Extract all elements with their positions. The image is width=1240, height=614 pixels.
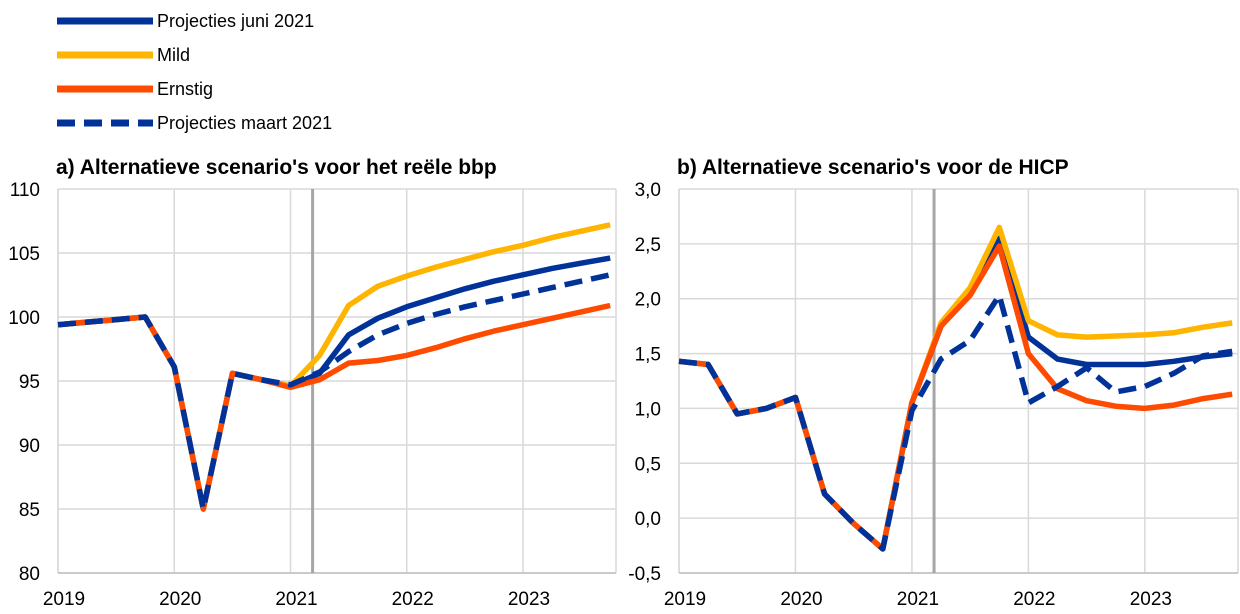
y-tick-label: 2,0 (635, 290, 661, 311)
series-line-mild-hicp (678, 224, 1233, 552)
legend-label: Mild (157, 44, 191, 65)
x-tick-label: 2023 (1130, 589, 1172, 610)
legend-item-june: Projecties juni 2021 (55, 4, 332, 38)
y-tick-label: 105 (8, 244, 40, 265)
y-tick-label: 1,5 (635, 345, 661, 366)
x-tick-label: 2023 (508, 589, 550, 610)
legend-swatch-mild (57, 51, 153, 59)
y-tick-label: 110 (10, 180, 40, 201)
y-tick-label: 1,0 (635, 399, 661, 420)
x-tick-label: 2022 (1013, 589, 1055, 610)
chart-title-gdp: a) Alternatieve scenario's voor het reël… (56, 156, 497, 179)
series-line-mild-gdp (57, 222, 611, 512)
series-line-june-hicp (678, 235, 1233, 552)
y-tick-label: 0,0 (635, 509, 661, 530)
legend-swatch-june (57, 17, 153, 25)
x-tick-label: 2021 (275, 589, 317, 610)
series-line-severe-gdp (57, 302, 611, 512)
series-line-march-hicp (678, 292, 1233, 552)
chart-title-hicp: b) Alternatieve scenario's voor de HICP (677, 156, 1069, 179)
y-tick-label: 0,5 (635, 454, 661, 475)
legend-label: Ernstig (157, 78, 214, 99)
x-tick-label: 2019 (664, 589, 706, 610)
legend: Projecties juni 2021 Mild Ernstig Projec… (55, 4, 332, 140)
y-tick-label: 3,0 (635, 180, 661, 201)
legend-item-march: Projecties maart 2021 (55, 106, 332, 140)
legend-item-severe: Ernstig (55, 72, 332, 106)
y-tick-label: 100 (8, 308, 40, 329)
x-tick-label: 2022 (392, 589, 434, 610)
y-tick-label: 85 (19, 500, 40, 521)
y-tick-label: -0,5 (628, 564, 661, 585)
series-line-march-gdp (57, 272, 611, 512)
y-tick-label: 80 (19, 564, 40, 585)
series-line-severe-hicp (678, 243, 1233, 552)
x-tick-label: 2020 (780, 589, 822, 610)
legend-label: Projecties juni 2021 (157, 10, 315, 31)
legend-swatch-severe (57, 85, 153, 93)
x-tick-label: 2019 (43, 589, 85, 610)
x-tick-label: 2021 (897, 589, 939, 610)
y-tick-label: 90 (19, 436, 40, 457)
legend-swatch-march (57, 119, 153, 127)
legend-label: Projecties maart 2021 (157, 112, 333, 133)
x-tick-label: 2020 (159, 589, 201, 610)
y-tick-label: 95 (19, 372, 40, 393)
y-tick-label: 2,5 (635, 235, 661, 256)
legend-item-mild: Mild (55, 38, 332, 72)
